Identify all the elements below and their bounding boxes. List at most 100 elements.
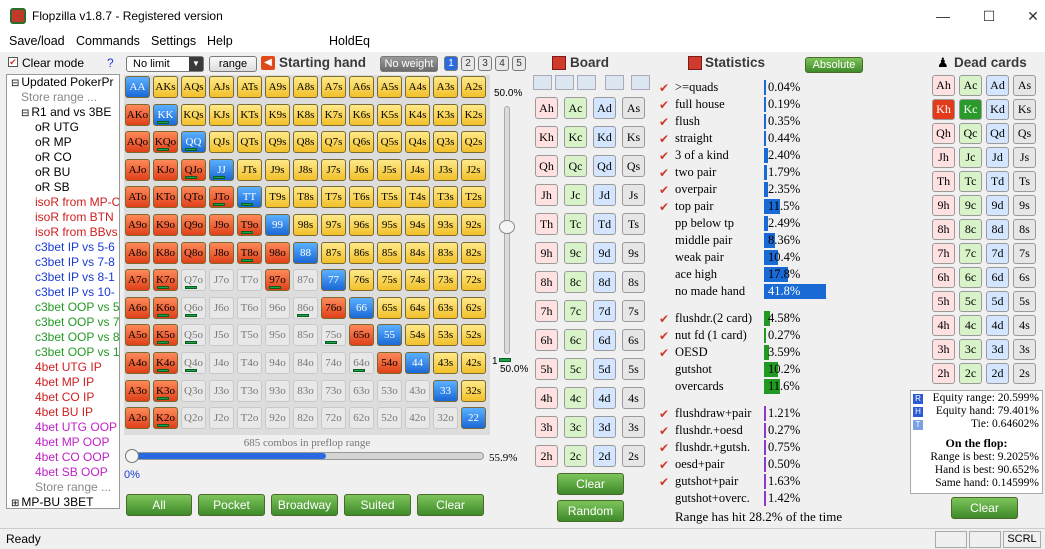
board-card[interactable]: 3s	[622, 416, 645, 438]
hand-cell[interactable]: 63o	[349, 379, 374, 402]
hand-cell[interactable]: K2o	[153, 407, 178, 430]
range-tree[interactable]: ⊟ Updated PokerPr Store range ... ⊟ R1 and v…	[6, 74, 120, 509]
tree-item[interactable]: 4bet UTG OOP	[35, 420, 117, 435]
flag-h[interactable]: H	[913, 407, 923, 417]
hand-cell[interactable]: 92s	[461, 214, 486, 236]
hand-cell[interactable]: JTo	[209, 186, 234, 209]
hand-cell[interactable]: KTs	[237, 103, 262, 126]
hand-cell[interactable]: K4o	[153, 352, 178, 374]
hand-cell[interactable]: 42s	[461, 352, 486, 374]
hand-cell[interactable]: 72o	[321, 407, 346, 430]
flag-t[interactable]: T	[913, 420, 923, 430]
collapse-icon[interactable]: ⊟	[21, 108, 30, 119]
hand-cell[interactable]: K6s	[349, 103, 374, 126]
hand-cell[interactable]: 53s	[433, 324, 458, 347]
board-card[interactable]: 6s	[622, 329, 645, 351]
hand-cell[interactable]: A3s	[433, 76, 458, 98]
hand-cell[interactable]: A9s	[265, 76, 290, 98]
board-card[interactable]: Qh	[535, 155, 558, 177]
hand-cell[interactable]: 65o	[349, 324, 374, 347]
hand-cell[interactable]: 66	[349, 296, 374, 319]
tree-item[interactable]: 4bet BU IP	[35, 405, 93, 420]
hand-cell[interactable]: T7o	[237, 269, 262, 292]
hand-cell[interactable]: K9o	[153, 214, 178, 236]
checkmark-icon[interactable]: ✔	[659, 200, 670, 214]
hand-cell[interactable]: K9s	[265, 103, 290, 126]
hand-cell[interactable]: QTo	[181, 186, 206, 209]
hand-cell[interactable]: 75o	[321, 324, 346, 347]
hand-cell[interactable]: 86s	[349, 241, 374, 264]
hand-cell[interactable]: 97s	[321, 214, 346, 236]
dead-card[interactable]: 9s	[1013, 195, 1036, 216]
hand-cell[interactable]: 74s	[405, 269, 430, 292]
hand-cell[interactable]: 64s	[405, 296, 430, 319]
dead-card[interactable]: Qc	[959, 123, 982, 144]
hand-cell[interactable]: Q6s	[349, 131, 374, 154]
board-card[interactable]: Js	[622, 184, 645, 206]
board-card[interactable]: 5d	[593, 358, 616, 380]
hand-cell[interactable]: KJo	[153, 158, 178, 181]
board-card[interactable]: 7s	[622, 300, 645, 322]
dead-card[interactable]: Qh	[932, 123, 955, 144]
stat-row[interactable]: ✔ 3 of a kind 2.40%	[659, 147, 837, 164]
hand-cell[interactable]: J3o	[209, 379, 234, 402]
stat-row[interactable]: ✔ OESD 3.59%	[659, 344, 837, 361]
hand-cell[interactable]: Q2s	[461, 131, 486, 154]
dead-card[interactable]: 6s	[1013, 267, 1036, 288]
hand-cell[interactable]: A5s	[377, 76, 402, 98]
stat-row[interactable]: ✔ top pair 11.5%	[659, 198, 837, 215]
hand-cell[interactable]: 98s	[293, 214, 318, 236]
board-card[interactable]: Td	[593, 213, 616, 235]
hand-cell[interactable]: Q7o	[181, 269, 206, 292]
dead-card[interactable]: 3d	[986, 339, 1009, 360]
checkmark-icon[interactable]: ✔	[659, 132, 670, 146]
hand-cell[interactable]: T8o	[237, 241, 262, 264]
hand-cell[interactable]: T6o	[237, 296, 262, 319]
checkmark-icon[interactable]: ✔	[659, 81, 670, 95]
tree-item[interactable]: Store range ...	[21, 90, 97, 105]
hand-cell[interactable]: A6o	[125, 296, 150, 319]
board-card[interactable]: Kd	[593, 126, 616, 148]
tree-item[interactable]: oR SB	[35, 180, 70, 195]
board-card[interactable]: Ac	[564, 97, 587, 119]
dead-card[interactable]: Ac	[959, 75, 982, 96]
hand-cell[interactable]: Q7s	[321, 131, 346, 154]
dead-card[interactable]: Ks	[1013, 99, 1036, 120]
dead-card[interactable]: Ad	[986, 75, 1009, 96]
hand-cell[interactable]: A2s	[461, 76, 486, 98]
flag-r[interactable]: R	[913, 394, 923, 404]
board-slot[interactable]	[605, 75, 624, 90]
dead-card[interactable]: As	[1013, 75, 1036, 96]
tree-item[interactable]: c3bet OOP vs 7	[35, 315, 119, 330]
expand-icon[interactable]: ⊞	[11, 498, 20, 509]
checkmark-icon[interactable]: ✔	[659, 183, 670, 197]
tree-item[interactable]: 4bet SB OOP	[35, 465, 108, 480]
hand-cell[interactable]: T8s	[293, 186, 318, 209]
board-card[interactable]: 3c	[564, 416, 587, 438]
tree-item[interactable]: ⊟ Updated PokerPr	[11, 75, 113, 91]
no-weight-button[interactable]: No weight	[380, 56, 438, 72]
hand-cell[interactable]: 82o	[293, 407, 318, 430]
checkmark-icon[interactable]: ✔	[659, 424, 670, 438]
collapse-icon[interactable]: ⊟	[11, 78, 20, 89]
board-card[interactable]: Jc	[564, 184, 587, 206]
board-random-button[interactable]: Random	[557, 500, 624, 522]
hand-cell[interactable]: J2o	[209, 407, 234, 430]
stat-row[interactable]: ✔ flushdraw+pair 1.21%	[659, 405, 837, 422]
hand-cell[interactable]: 42o	[405, 407, 430, 430]
broadway-button[interactable]: Broadway	[271, 494, 338, 516]
hand-cell[interactable]: A2o	[125, 407, 150, 430]
dead-card[interactable]: Qs	[1013, 123, 1036, 144]
checkmark-icon[interactable]: ✔	[659, 115, 670, 129]
hand-cell[interactable]: 86o	[293, 296, 318, 319]
hand-cell[interactable]: A6s	[349, 76, 374, 98]
dead-card[interactable]: 3c	[959, 339, 982, 360]
dead-card[interactable]: 6d	[986, 267, 1009, 288]
hand-cell[interactable]: 83s	[433, 241, 458, 264]
dead-card[interactable]: 9h	[932, 195, 955, 216]
hand-cell[interactable]: QJs	[209, 131, 234, 154]
help-link[interactable]: ?	[107, 56, 114, 70]
board-card[interactable]: 6h	[535, 329, 558, 351]
hand-cell[interactable]: 87s	[321, 241, 346, 264]
hand-cell[interactable]: 54o	[377, 352, 402, 374]
